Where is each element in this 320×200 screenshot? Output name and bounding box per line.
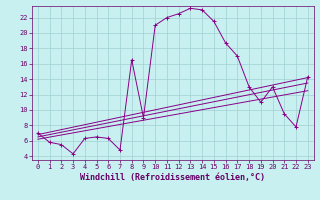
X-axis label: Windchill (Refroidissement éolien,°C): Windchill (Refroidissement éolien,°C) (80, 173, 265, 182)
